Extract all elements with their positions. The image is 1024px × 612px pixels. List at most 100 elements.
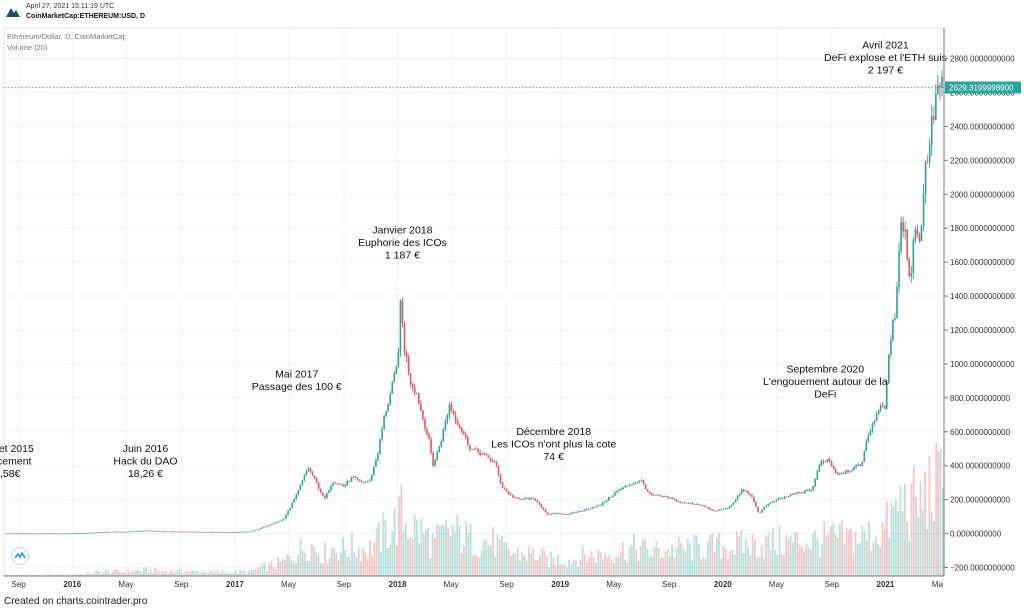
volume-bar [44,574,47,576]
price-candle [565,513,567,515]
volume-bar [662,557,665,576]
price-candle [364,481,367,483]
price-candle [442,429,445,442]
price-candle [700,504,702,506]
price-candle [577,511,580,513]
volume-bar [263,563,266,576]
volume-bar [521,551,524,576]
price-candle [15,533,18,535]
volume-bar [15,574,18,576]
volume-bar [747,546,750,576]
volume-bar [720,558,723,576]
price-candle [896,286,898,319]
volume-bar [774,549,776,576]
volume-bar [344,550,347,576]
price-candle [446,415,449,422]
price-candle [266,525,269,527]
price-candle [904,229,906,232]
volume-bar [10,574,13,576]
y-tick-label: 2000.0000000000 [950,190,1015,199]
volume-bar [854,532,857,576]
volume-bar [548,567,550,576]
price-candle [679,501,682,503]
volume-bar [136,570,139,576]
volume-bar [66,574,69,576]
price-candle [223,531,226,533]
volume-bar [185,571,188,576]
annotation-text: Juin 2016 [123,443,169,455]
volume-bar [736,531,738,576]
y-tick-label: 600.0000000000 [950,428,1011,437]
volume-bar [369,539,371,576]
price-candle [240,531,242,533]
volume-bar [427,527,430,576]
volume-bar [178,568,181,576]
price-candle [317,482,320,489]
price-candle [937,85,939,94]
volume-bar [579,558,582,576]
price-candle [540,504,543,508]
price-candle [295,494,298,500]
price-candle [440,441,443,447]
price-candle [356,477,359,480]
volume-bar [239,569,242,576]
price-candle [512,495,514,498]
price-candle [483,453,486,455]
volume-bar [31,574,33,576]
price-candle [873,420,876,424]
chart-header: April 27, 2021 15:11:19 UTC CoinMarketCa… [0,0,1024,28]
price-candle [653,494,655,496]
price-candle [779,498,782,500]
price-chart[interactable]: Juillet 2015lancement2,58€ Juin 2016Hack … [0,0,1024,592]
volume-bar [621,542,624,576]
price-candle [244,531,246,533]
volume-bar [501,536,503,576]
price-candle [485,454,488,455]
price-candle [46,533,48,535]
volume-bar [140,571,143,576]
volume-bar [924,471,926,576]
volume-bar [830,526,832,576]
price-candle [738,493,741,496]
price-candle [544,509,547,513]
x-tick-label: Sep [12,580,27,589]
price-candle [236,532,238,533]
volume-bar [841,519,844,576]
annotation-text: Hack du DAO [113,456,177,468]
price-candle [373,466,375,476]
annotation-text: DeFi [814,388,836,400]
price-candle [227,532,230,533]
price-candle [225,531,228,533]
price-candle [593,507,596,509]
price-candle [538,502,541,505]
price-candle [315,478,318,483]
price-candle [93,532,95,534]
price-candle [783,496,786,499]
price-candle [268,525,271,526]
volume-bar [550,551,553,576]
y-tick-label: 1000.0000000000 [950,360,1015,369]
volume-bar [28,574,31,576]
tradingview-logo-icon[interactable] [11,547,29,565]
annotation-text: 74 € [543,451,564,463]
volume-bar [539,554,541,576]
price-candle [191,531,193,533]
price-candle [491,460,494,462]
volume-bar [903,484,906,576]
price-candle [542,507,545,510]
price-candle [556,513,559,515]
volume-bar [335,553,338,576]
price-candle [82,533,85,534]
price-candle [399,300,402,353]
volume-bar [881,522,884,576]
price-candle [661,496,663,497]
price-candle [585,509,588,510]
volume-bar [852,554,855,576]
volume-bar [868,521,870,576]
price-candle [70,533,73,535]
price-candle [830,461,833,467]
volume-bar [901,510,904,576]
volume-bar [57,574,60,576]
price-candle [475,448,477,450]
volume-bar [100,573,103,576]
